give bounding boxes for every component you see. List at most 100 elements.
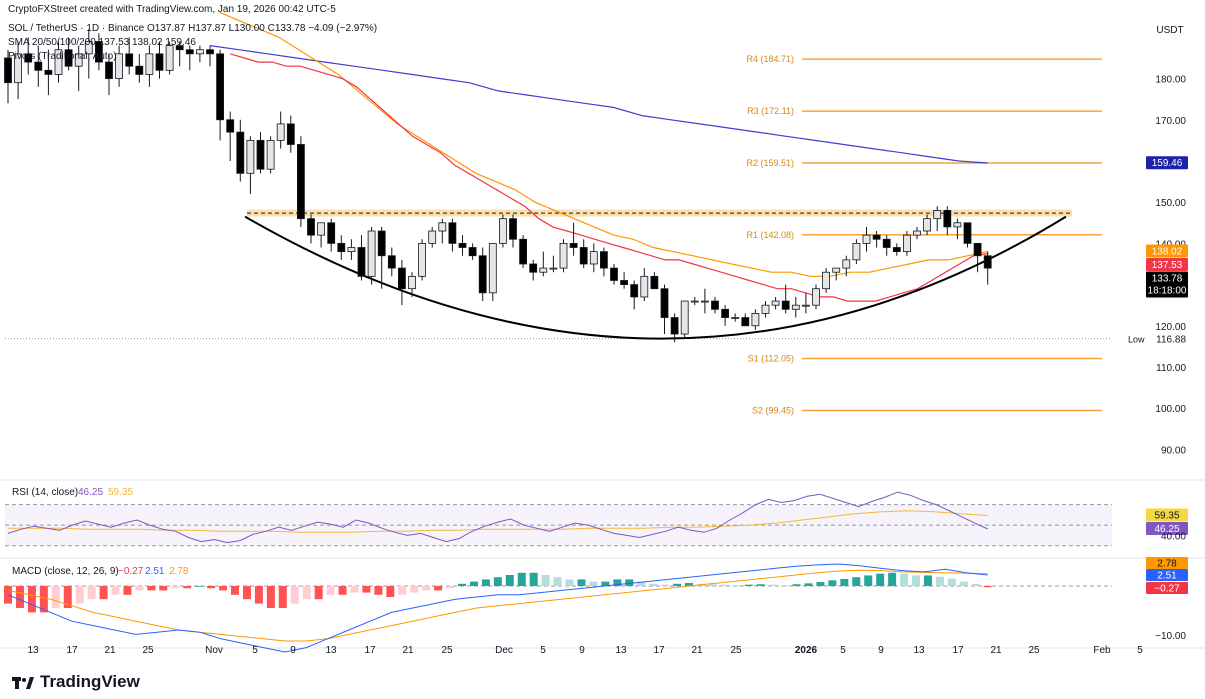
resistance-zone-band [247,209,1072,217]
macd-histogram-bar [302,586,311,600]
candle-body [660,288,669,318]
low-value: 116.88 [1156,335,1186,346]
candle-body [478,255,487,294]
candle-body [741,317,750,327]
candle-body [84,41,93,55]
candle-body [903,234,911,253]
macd-badge [1146,557,1188,569]
macd-histogram-bar [673,583,682,586]
pivots-legend[interactable]: Pivots (Traditional, Auto) [8,51,117,62]
macd-histogram-bar [338,586,347,595]
candle-body [842,259,851,269]
macd-histogram-bar [458,583,467,586]
candle-body [246,139,255,174]
candle-body [276,123,285,141]
candle-body [953,222,962,228]
pivot-label: R1 (142.08) [746,230,794,240]
candle-body [579,247,588,265]
macd-histogram-bar [637,581,646,586]
time-tick-label: 25 [142,645,154,656]
tradingview-wordmark: TradingView [40,672,140,691]
candle-body [438,222,447,232]
time-tick-label: 17 [364,645,376,656]
macd-histogram-bar [481,579,490,586]
macd-histogram-bar [27,586,36,613]
pivot-label: S1 (112.05) [748,354,794,364]
tradingview-icon [12,675,34,689]
macd-hist-value: −0.27 [118,566,144,577]
macd-histogram-bar [135,586,144,591]
time-tick-label: 5 [540,645,546,656]
macd-pane[interactable]: MACD (close, 12, 26, 9) −0.27 2.51 2.782.78… [4,557,1188,653]
candle-body [862,234,871,244]
candle-body [640,275,649,298]
macd-histogram-bar [661,584,670,586]
candle-body [236,131,245,174]
macd-histogram-bar [278,586,287,608]
macd-histogram-bar [326,586,335,595]
time-tick-label: 9 [878,645,884,656]
candles [4,29,992,343]
candle-body [296,144,305,220]
candle-body [14,53,23,84]
candle-body [125,53,134,67]
symbol-line: SOL / TetherUS · 1D · Binance O137.87 H1… [8,23,378,34]
macd-histogram-bar [732,585,741,586]
time-tick-label: 21 [990,645,1002,656]
tradingview-logo[interactable]: TradingView [12,672,140,692]
price-badge [1146,156,1188,170]
candle-body [943,210,952,228]
macd-badge-text: 2.51 [1157,571,1177,582]
candle-body [913,230,921,236]
candle-body [822,271,830,290]
macd-histogram-bar [888,572,897,586]
candle-body [367,230,376,277]
candle-body [600,251,608,269]
time-axis[interactable]: 13 17 21 25 Nov 5 9 13 17 21 25 Dec 5 9 13 17 21 25 2026 5 9… [27,645,1143,656]
candle-body [882,238,891,248]
macd-histogram-bar [864,575,873,586]
macd-histogram-bar [242,586,251,600]
price-tick-label: 150.00 [1155,198,1186,209]
candle-body [569,242,578,248]
candle-body [64,49,73,67]
cup-pattern-curve [244,215,1067,340]
candle-body [155,53,164,71]
candle-body [4,57,12,84]
candle-body [923,218,931,232]
macd-histogram-bar [900,573,909,586]
macd-histogram-bar [517,572,526,586]
candle-body [448,222,457,244]
time-tick-label: 9 [579,645,585,656]
price-axis[interactable]: USDT90.00100.00110.00120.00130.00140.001… [1128,25,1186,456]
candle-body [327,222,336,244]
macd-histogram-bar [792,584,801,586]
macd-histogram-bar [63,586,72,608]
candle-body [509,218,517,240]
candle-body [226,119,235,133]
macd-histogram-bar [231,586,240,595]
price-badge [1146,271,1188,298]
candle-body [973,242,982,257]
macd-histogram-bar [290,586,299,604]
macd-tick-label: −10.00 [1155,631,1186,642]
time-tick-label: 5 [840,645,846,656]
pivot-label: S2 (99.45) [752,405,794,415]
candle-body [307,218,315,236]
macd-histogram-bar [266,586,275,608]
credit-line: CryptoFXStreet created with TradingView.… [8,4,336,15]
grid-lines [0,479,1205,649]
candle-body [872,234,881,240]
sma20-line [230,53,988,302]
candle-body [680,300,689,335]
time-tick-label: 2026 [795,645,818,656]
macd-histogram-bar [708,584,717,586]
candle-body [387,255,396,269]
sma-legend[interactable]: SMA 20/50/100/200 137.53 138.02 159.46 [8,37,196,48]
candle-body [408,275,416,290]
candle-body [802,304,810,307]
macd-histogram-bar [577,579,586,586]
